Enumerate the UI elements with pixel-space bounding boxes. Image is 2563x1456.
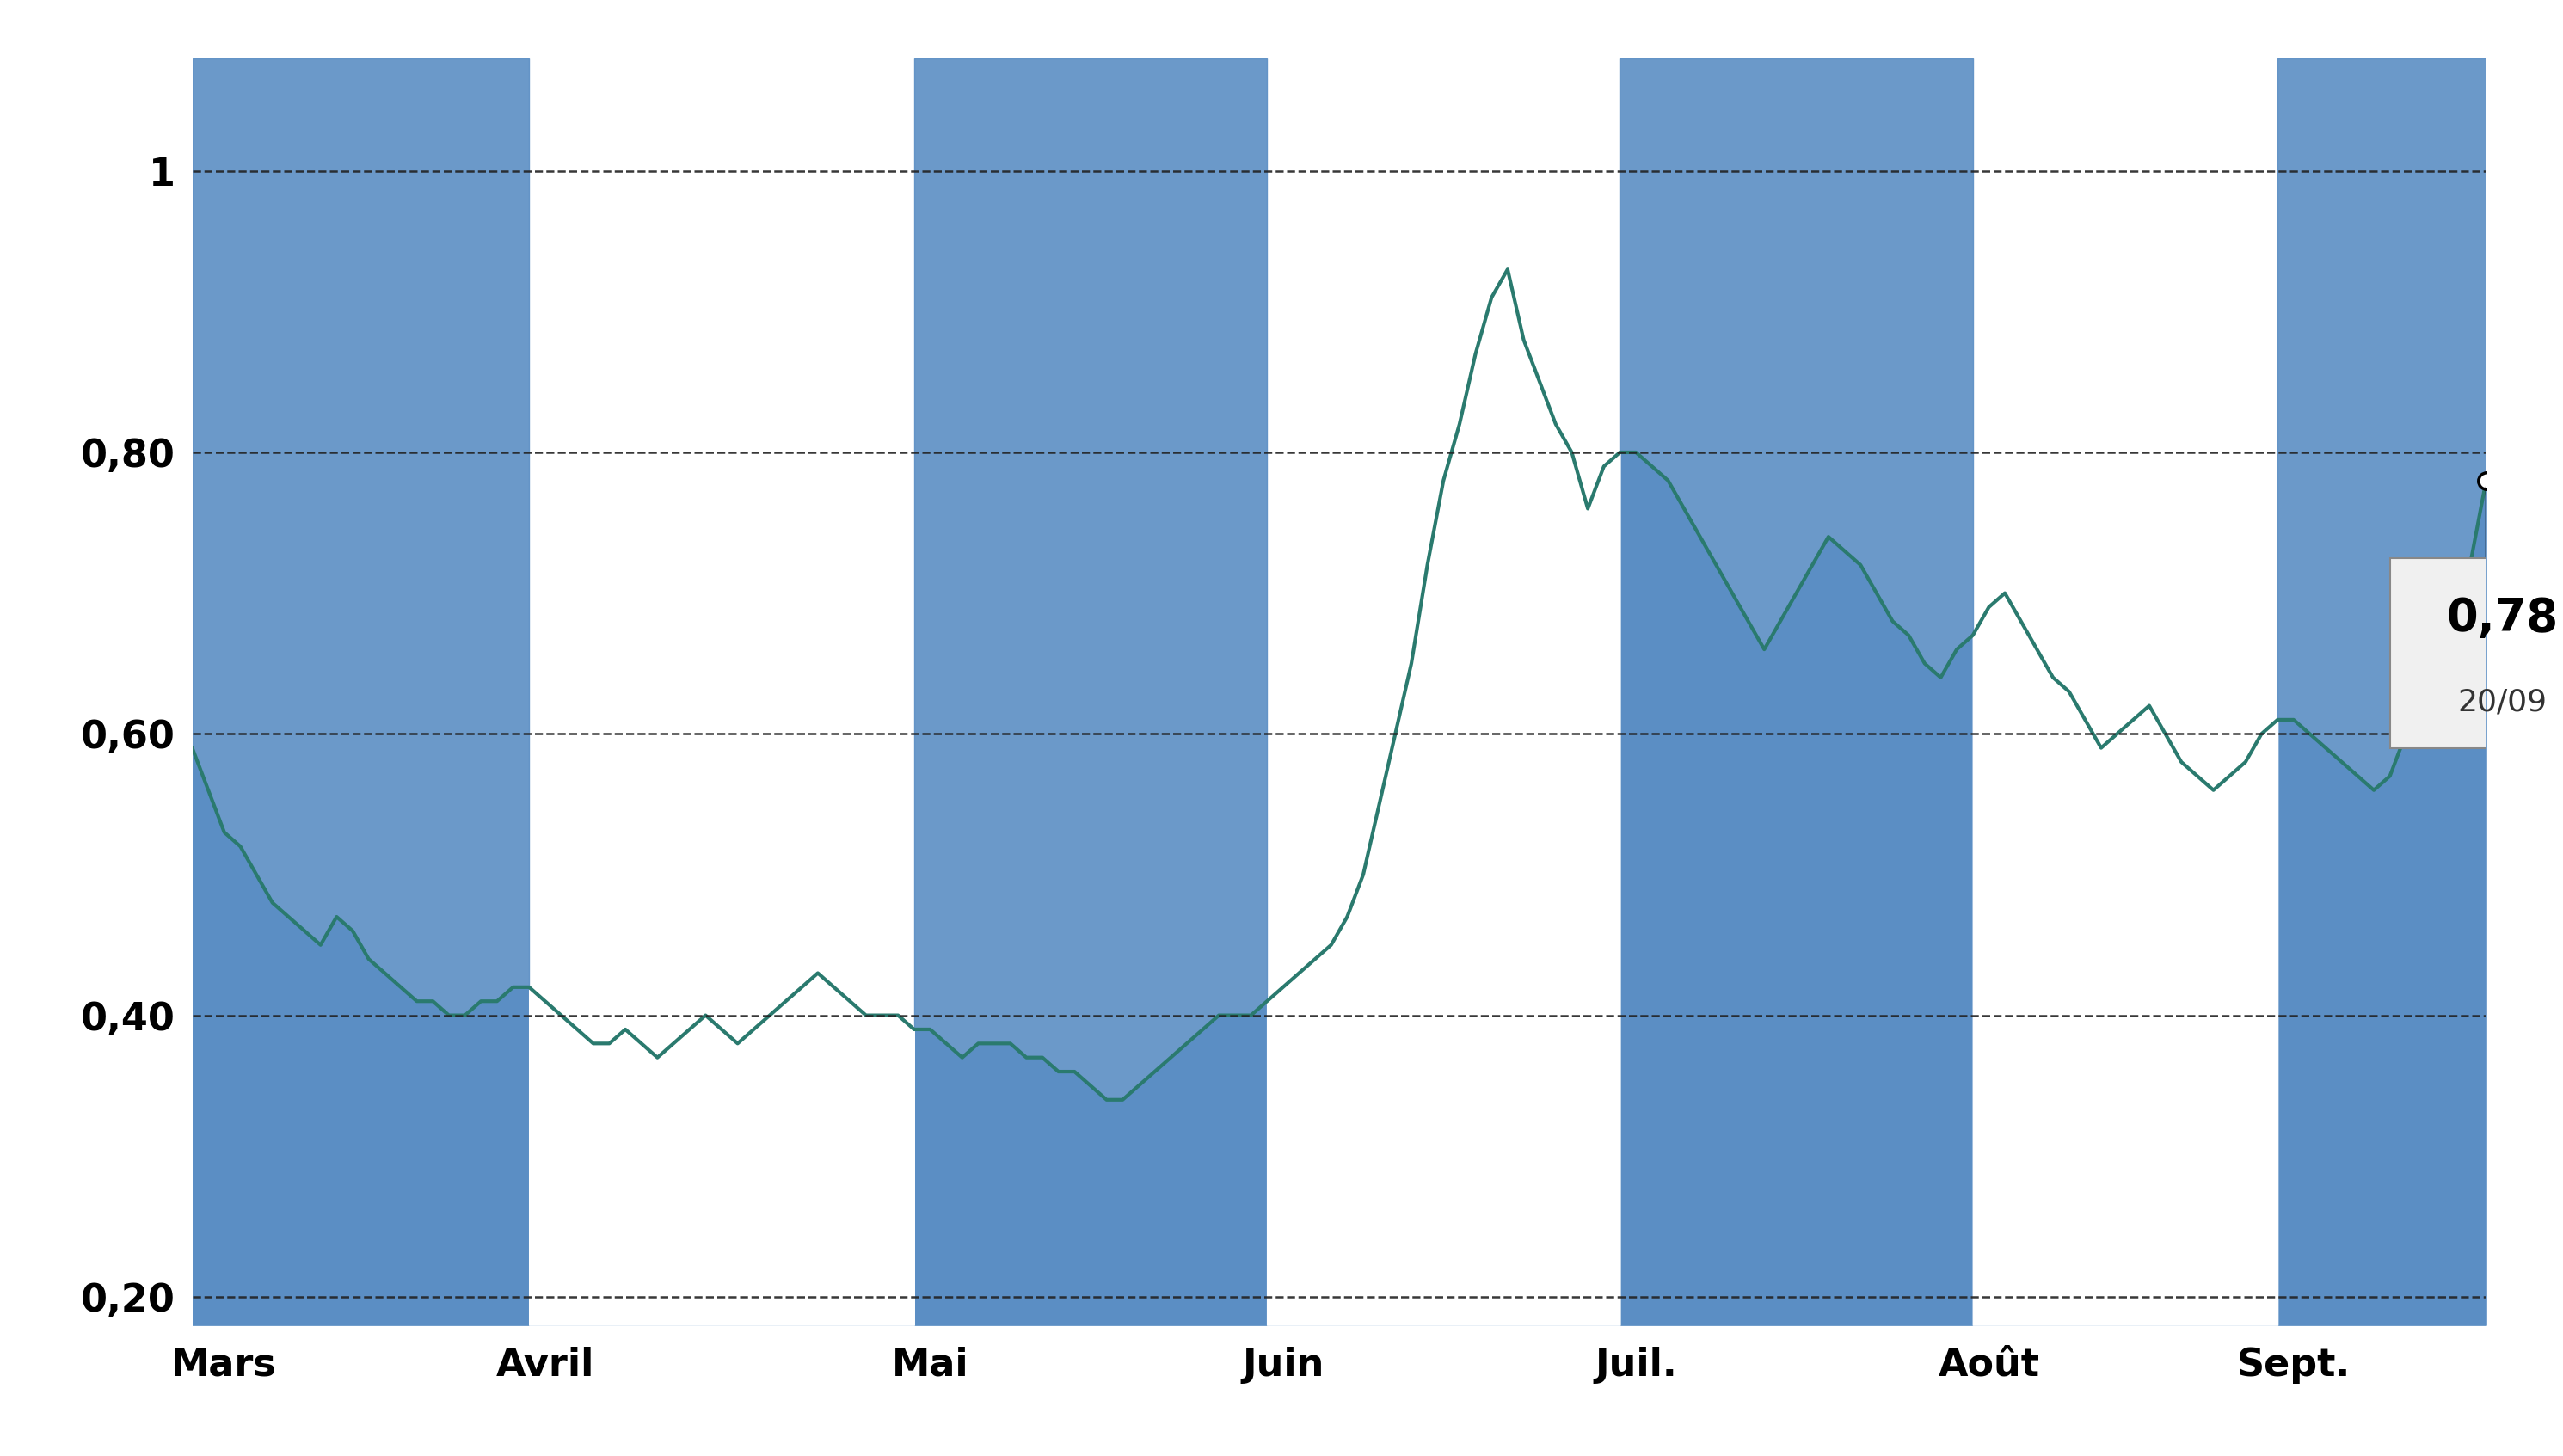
Bar <box>915 58 1266 1325</box>
Bar <box>1620 58 1974 1325</box>
Text: A2Z Smart Technologies Corp.: A2Z Smart Technologies Corp. <box>654 31 1909 103</box>
Text: 0,78: 0,78 <box>2445 597 2558 641</box>
Bar <box>2279 58 2486 1325</box>
Bar <box>192 58 528 1325</box>
FancyBboxPatch shape <box>2389 558 2563 748</box>
Text: 20/09: 20/09 <box>2458 687 2548 716</box>
